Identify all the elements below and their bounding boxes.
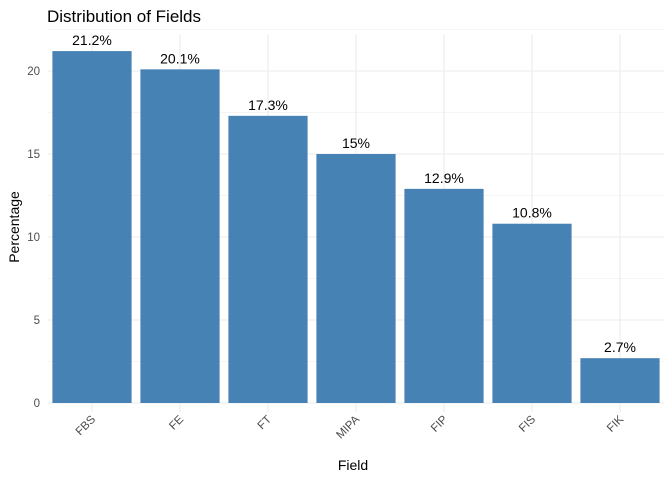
x-tick-label: FIK [605,413,626,434]
x-tick-label: FT [256,414,274,432]
data-label: 2.7% [604,339,636,355]
data-label: 17.3% [248,97,288,113]
data-label: 20.1% [160,50,200,66]
data-label: 10.8% [512,205,552,221]
y-tick-label: 5 [34,315,40,327]
y-tick-label: 0 [34,398,40,410]
y-tick-label: 20 [27,66,40,78]
data-label: 21.2% [72,32,112,48]
data-labels: 21.2% 20.1% 17.3% 15% 12.9% 10.8% 2.7% [72,32,636,355]
x-axis-ticks: FBS FE FT MIPA FIP FIS FIK [74,413,627,441]
bar-fe [140,69,220,403]
x-tick-label: FIP [429,413,450,434]
bar-fip [404,188,484,403]
bar-fis [492,223,572,403]
bar-fbs [52,51,132,404]
x-tick-label: FE [167,413,186,432]
y-tick-label: 10 [27,232,40,244]
y-axis-ticks: 0 5 10 15 20 [27,66,40,410]
y-axis-label: Percentage [6,191,22,263]
data-label: 12.9% [424,170,464,186]
x-tick-label: MIPA [334,413,362,441]
x-tick-label: FIS [517,413,538,434]
x-tick-label: FBS [74,413,99,438]
chart-title: Distribution of Fields [47,7,201,26]
y-tick-label: 15 [27,149,40,161]
x-axis-label: Field [338,457,368,473]
bar-ft [228,115,308,403]
bars [52,51,660,404]
data-label: 15% [342,135,370,151]
bar-fik [580,358,660,403]
bar-mipa [316,154,396,403]
